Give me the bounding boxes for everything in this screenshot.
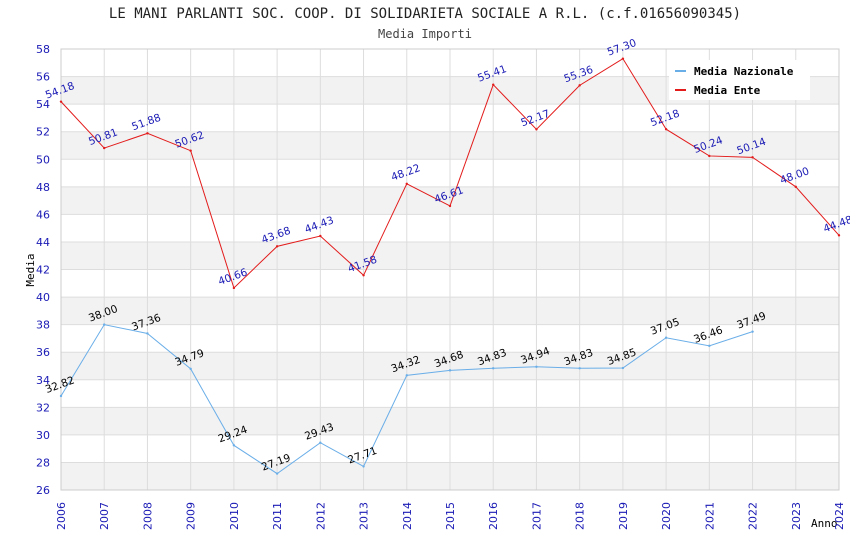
data-point bbox=[405, 182, 408, 185]
x-tick-label: 2011 bbox=[271, 502, 284, 530]
y-tick-label: 52 bbox=[36, 126, 50, 139]
x-tick-label: 2017 bbox=[530, 502, 543, 530]
data-point bbox=[405, 374, 408, 377]
legend: Media Nazionale Media Ente bbox=[669, 60, 810, 100]
data-point bbox=[189, 149, 192, 152]
data-point bbox=[275, 472, 279, 475]
x-tick-label: 2012 bbox=[314, 502, 327, 530]
x-tick-label: 2018 bbox=[574, 502, 587, 530]
x-axis-label: Anno bbox=[811, 517, 838, 530]
data-point bbox=[621, 57, 625, 60]
data-point bbox=[232, 286, 236, 290]
y-tick-label: 34 bbox=[36, 374, 50, 387]
data-point bbox=[708, 154, 711, 158]
data-point bbox=[794, 185, 797, 189]
x-tick-label: 2008 bbox=[141, 502, 154, 530]
data-point bbox=[448, 369, 452, 372]
data-point bbox=[492, 367, 495, 370]
y-tick-label: 50 bbox=[36, 153, 50, 166]
plot-frame bbox=[60, 48, 840, 491]
y-tick-label: 36 bbox=[36, 346, 50, 359]
y-tick-label: 26 bbox=[36, 484, 50, 497]
data-point bbox=[59, 394, 63, 398]
y-tick-label: 38 bbox=[36, 319, 50, 332]
y-tick-label: 44 bbox=[36, 236, 50, 249]
data-point bbox=[837, 234, 841, 237]
data-point bbox=[232, 444, 236, 447]
y-axis-ticks: 26 28 30 32 34 36 38 40 42 44 46 48 50 52 54 56 58 bbox=[36, 43, 50, 497]
data-point bbox=[708, 344, 711, 348]
data-point bbox=[59, 100, 63, 103]
x-tick-label: 2009 bbox=[185, 502, 198, 530]
grid-lines bbox=[60, 48, 840, 491]
y-tick-label: 56 bbox=[36, 71, 50, 84]
data-point bbox=[751, 156, 754, 159]
x-axis-ticks: 2006 2007 2008 2009 2010 2011 2012 2013 2014 2015… bbox=[55, 502, 846, 530]
series-group bbox=[59, 57, 841, 475]
x-tick-label: 2023 bbox=[790, 502, 803, 530]
y-tick-label: 58 bbox=[36, 43, 50, 56]
data-point bbox=[362, 465, 365, 468]
x-tick-label: 2020 bbox=[660, 502, 673, 530]
data-point bbox=[103, 323, 106, 326]
y-axis-label: Media bbox=[24, 253, 37, 286]
legend-box bbox=[669, 60, 810, 100]
x-tick-label: 2016 bbox=[487, 502, 500, 530]
x-tick-label: 2013 bbox=[358, 502, 371, 530]
data-point bbox=[578, 367, 581, 370]
x-tick-label: 2022 bbox=[747, 502, 760, 530]
legend-label: Media Nazionale bbox=[694, 65, 794, 78]
x-tick-label: 2019 bbox=[617, 502, 630, 530]
data-point bbox=[319, 441, 322, 444]
y-tick-label: 30 bbox=[36, 429, 50, 442]
x-tick-label: 2014 bbox=[401, 502, 414, 530]
data-point bbox=[535, 365, 538, 368]
data-point bbox=[448, 204, 452, 208]
data-point bbox=[578, 84, 581, 87]
data-point bbox=[664, 336, 668, 339]
chart-title: LE MANI PARLANTI SOC. COOP. DI SOLIDARIE… bbox=[109, 6, 741, 22]
data-point bbox=[492, 83, 495, 86]
x-tick-label: 2021 bbox=[703, 502, 716, 530]
y-tick-label: 48 bbox=[36, 181, 50, 194]
data-point bbox=[146, 332, 149, 335]
data-point bbox=[319, 234, 322, 238]
chart-subtitle: Media Importi bbox=[378, 27, 472, 41]
x-tick-label: 2006 bbox=[55, 502, 68, 530]
data-point bbox=[189, 367, 192, 371]
data-point bbox=[146, 132, 149, 135]
data-point bbox=[275, 245, 279, 248]
x-tick-label: 2015 bbox=[444, 502, 457, 530]
data-point bbox=[621, 366, 625, 370]
y-tick-label: 40 bbox=[36, 291, 50, 304]
y-tick-label: 42 bbox=[36, 264, 50, 277]
data-point bbox=[664, 128, 668, 131]
y-tick-label: 32 bbox=[36, 401, 50, 414]
data-point bbox=[535, 128, 538, 131]
y-tick-label: 54 bbox=[36, 98, 50, 111]
y-tick-label: 46 bbox=[36, 208, 50, 221]
data-point bbox=[751, 330, 754, 333]
data-point bbox=[362, 274, 365, 277]
legend-label: Media Ente bbox=[694, 84, 761, 97]
y-tick-label: 28 bbox=[36, 456, 50, 469]
x-tick-label: 2010 bbox=[228, 502, 241, 530]
data-point bbox=[103, 146, 106, 150]
x-tick-label: 2007 bbox=[98, 502, 111, 530]
x-tick-label: 2024 bbox=[833, 502, 846, 530]
